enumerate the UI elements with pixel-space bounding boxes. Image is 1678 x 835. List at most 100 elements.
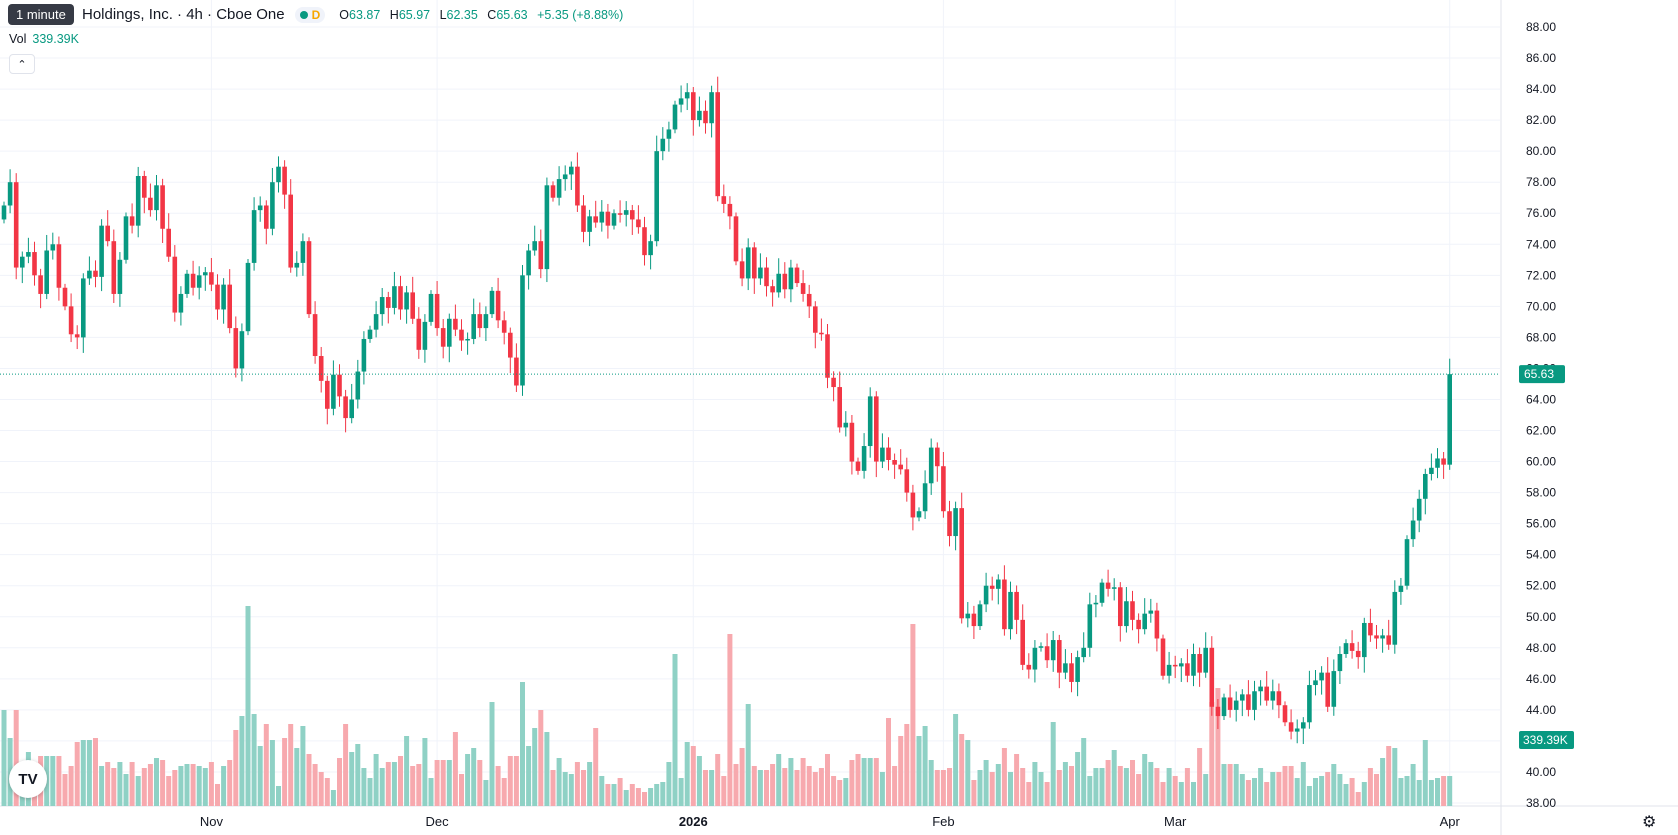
market-status[interactable]: D [294,6,326,23]
volume-bar [1337,774,1343,806]
price-axis: 38.0040.0042.0044.0046.0048.0050.0052.00… [1526,20,1556,810]
volume-bar [1056,770,1062,806]
candle-body [1349,643,1355,651]
candle-body [404,292,409,310]
volume-bar [269,740,275,806]
volume-bar [812,772,818,806]
time-tick-label: 2026 [679,814,708,829]
volume-bar [227,760,233,806]
candle-body [331,374,336,409]
volume-bar [385,762,391,806]
price-tick-label: 48.00 [1526,641,1556,655]
candle-body [1063,663,1068,673]
volume-bar [593,728,599,806]
candle-body [178,293,184,313]
candle-body [318,356,324,381]
volume-bar [1252,778,1257,806]
price-tick-label: 40.00 [1526,765,1556,779]
volume-bar [818,768,824,806]
candle-body [1221,697,1227,717]
candle-body [910,492,916,518]
candle-body [1142,613,1147,630]
candle-body [1392,591,1398,645]
volume-bar [1386,746,1392,806]
candle-body [532,241,537,251]
candle-body [867,396,873,447]
candle-body [1264,686,1269,701]
tradingview-logo-icon[interactable]: TV [9,760,47,798]
volume-bar [1075,752,1081,806]
volume-bar [1191,782,1196,806]
candle-body [538,241,544,270]
volume-bar [959,734,965,806]
volume-bar [1355,792,1361,806]
gear-icon[interactable]: ⚙ [1642,814,1657,831]
chevron-up-icon: ⌃ [17,58,27,71]
volume-bar [928,760,934,806]
volume-bar [995,764,1001,806]
volume-bar [446,760,452,806]
volume-bar [532,728,538,806]
volume-bar [849,760,855,806]
symbol-title[interactable]: Holdings, Inc. · 4h · Cboe One [82,6,285,23]
candle-body [477,314,483,329]
volume-bar [916,736,922,806]
volume-bar [1172,776,1178,806]
volume-bar [62,774,68,806]
volume-bar [1306,786,1312,806]
candle-body [172,256,178,313]
candle-body [1282,705,1288,723]
volume-bars [1,606,1453,806]
candle-body [257,205,263,211]
candle-body [1386,635,1391,645]
candle-body [312,314,318,357]
candle-body [794,267,800,284]
volume-bar [1245,780,1251,806]
candle-body [459,329,464,341]
volume-bar [282,738,288,806]
volume-bar [93,738,98,806]
volume-bar [459,774,464,806]
volume-bar [74,742,80,806]
candle-body [837,387,842,428]
candle-body [697,110,702,121]
volume-bar [1136,774,1142,806]
volume-bar [1239,774,1245,806]
candle-body [617,213,623,215]
candle-body [1093,602,1099,605]
volume-bar [1428,780,1434,806]
volume-bar [660,782,666,806]
volume-bar [837,780,843,806]
volume-bar [1294,778,1300,806]
candle-body [1337,654,1343,672]
volume-bar [1050,722,1056,806]
candle-body [1069,663,1074,682]
candle-body [416,318,422,350]
candle-body [764,267,769,287]
volume-bar [1361,782,1367,806]
volume-bar [800,758,806,806]
candle-body [1020,619,1025,665]
volume-bar [861,758,867,806]
candle-body [74,334,80,338]
volume-bar [166,776,172,806]
volume-bar [1020,768,1026,806]
candle-body [758,267,763,279]
volume-bar [782,768,788,806]
candle-body [965,613,971,619]
symbol-legend: Holdings, Inc. · 4h · Cboe One D O63.87 … [8,6,623,23]
candle-body [68,306,74,335]
volume-bar [1422,740,1428,806]
volume-bar [599,776,605,806]
candle-body [440,328,446,347]
candle-body [947,511,952,537]
candle-body [81,278,86,338]
volume-bar [879,772,885,806]
collapse-legend-button[interactable]: ⌃ [9,54,35,74]
volume-bar [1093,768,1099,806]
candle-body [1099,582,1105,603]
price-tick-label: 50.00 [1526,610,1556,624]
volume-bar [452,732,458,806]
volume-bar [1398,778,1404,806]
